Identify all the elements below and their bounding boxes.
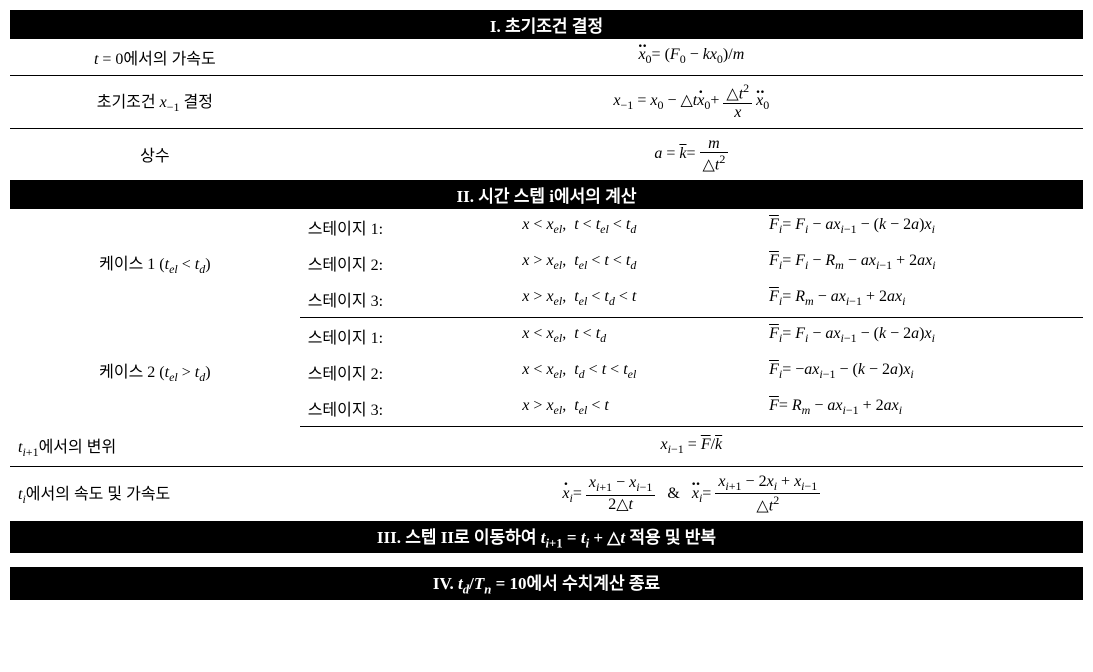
label-velacc: ti에서의 속도 및 가속도 <box>10 466 300 521</box>
case1-stage2-cond: x > xel, tel < t < td <box>514 245 761 281</box>
case1-stage3-cond: x > xel, tel < td < t <box>514 281 761 318</box>
case1-label: 케이스 1 (tel < td) <box>10 209 300 318</box>
case1-stage1-eq: Fi= Fi − axi−1 − (k − 2a)xi <box>761 209 1083 245</box>
section-2-header: II. 시간 스텝 i에서의 계산 <box>10 180 1083 209</box>
case1-stage2-label: 스테이지 2: <box>300 245 515 281</box>
case2-stage2-label: 스테이지 2: <box>300 354 515 390</box>
case2-stage1-label: 스테이지 1: <box>300 318 515 355</box>
case2-stage1-cond: x < xel, t < td <box>514 318 761 355</box>
case1-stage3-eq: Fi= Rm − axi−1 + 2axi <box>761 281 1083 318</box>
case2-stage3-eq: F= Rm − axi−1 + 2axi <box>761 390 1083 427</box>
eq-velacc: xi= xi+1 − xi−12△t & xi= xi+1 − 2xi + xi… <box>300 466 1083 521</box>
section-4-header: IV. td/Tn = 10에서 수치계산 종료 <box>10 567 1083 599</box>
case2-stage1-eq: Fi= Fi − axi−1 − (k − 2a)xi <box>761 318 1083 355</box>
label-accel-t0: t = 0에서의 가속도 <box>10 39 300 76</box>
algorithm-table: I. 초기조건 결정 t = 0에서의 가속도 x0= (F0 − kx0)/m… <box>10 10 1083 600</box>
case2-label: 케이스 2 (tel > td) <box>10 318 300 427</box>
eq-disp: xi−1 = F/k <box>300 427 1083 467</box>
label-disp: ti+1에서의 변위 <box>10 427 300 467</box>
eq-xminus1: x−1 = x0 − △tx0+ △t2x x0 <box>300 76 1083 129</box>
section-1-table: t = 0에서의 가속도 x0= (F0 − kx0)/m 초기조건 x−1 결… <box>10 39 1083 180</box>
case2-stage1: 케이스 2 (tel > td) 스테이지 1: x < xel, t < td… <box>10 318 1083 355</box>
row-const: 상수 a = k= m△t2 <box>10 128 1083 180</box>
label-const: 상수 <box>10 128 300 180</box>
section-2-table: 케이스 1 (tel < td) 스테이지 1: x < xel, t < te… <box>10 209 1083 521</box>
row-disp: ti+1에서의 변위 xi−1 = F/k <box>10 427 1083 467</box>
case1-stage1-label: 스테이지 1: <box>300 209 515 245</box>
case2-stage3-cond: x > xel, tel < t <box>514 390 761 427</box>
case2-stage3-label: 스테이지 3: <box>300 390 515 427</box>
case1-stage1: 케이스 1 (tel < td) 스테이지 1: x < xel, t < te… <box>10 209 1083 245</box>
label-xminus1: 초기조건 x−1 결정 <box>10 76 300 129</box>
case1-stage2-eq: Fi= Fi − Rm − axi−1 + 2axi <box>761 245 1083 281</box>
section-3-header: III. 스텝 II로 이동하여 ti+1 = ti + △t 적용 및 반복 <box>10 521 1083 553</box>
row-velacc: ti에서의 속도 및 가속도 xi= xi+1 − xi−12△t & xi= … <box>10 466 1083 521</box>
eq-const: a = k= m△t2 <box>300 128 1083 180</box>
case2-stage2-cond: x < xel, td < t < tel <box>514 354 761 390</box>
eq-accel-t0: x0= (F0 − kx0)/m <box>300 39 1083 76</box>
case1-stage3-label: 스테이지 3: <box>300 281 515 318</box>
section-1-header: I. 초기조건 결정 <box>10 10 1083 39</box>
case1-stage1-cond: x < xel, t < tel < td <box>514 209 761 245</box>
case2-stage2-eq: Fi= −axi−1 − (k − 2a)xi <box>761 354 1083 390</box>
section-gap <box>10 553 1083 567</box>
row-xminus1: 초기조건 x−1 결정 x−1 = x0 − △tx0+ △t2x x0 <box>10 76 1083 129</box>
row-accel-t0: t = 0에서의 가속도 x0= (F0 − kx0)/m <box>10 39 1083 76</box>
